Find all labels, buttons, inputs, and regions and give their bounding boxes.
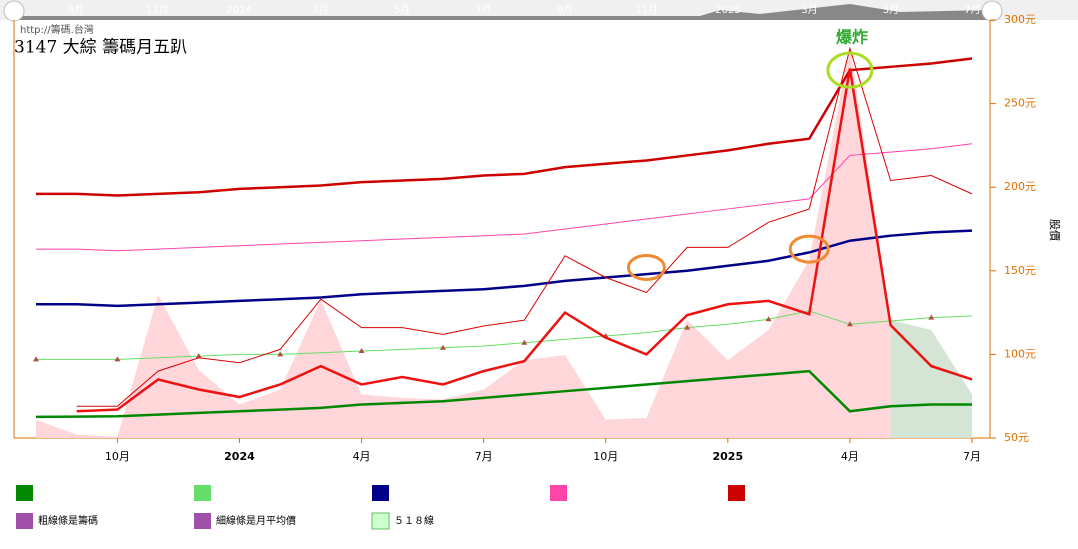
marker bbox=[765, 316, 772, 322]
legend-label: 粗線條是籌碼 bbox=[38, 514, 98, 527]
legend-label: 細線條是月平均價 bbox=[216, 514, 296, 527]
marker bbox=[439, 344, 446, 350]
navigator-label: 11月 bbox=[635, 4, 658, 16]
line bbox=[76, 68, 973, 413]
line bbox=[36, 310, 973, 360]
x-tick-label: 7月 bbox=[963, 450, 981, 463]
legend-swatch bbox=[16, 485, 33, 501]
legend-label: ５１８線 bbox=[394, 514, 434, 527]
x-tick-label: 2024 bbox=[224, 450, 255, 463]
marker bbox=[358, 348, 365, 354]
legend-swatch bbox=[194, 485, 211, 501]
navigator-label: 11月 bbox=[146, 4, 169, 16]
navigator-label: 2024 bbox=[226, 5, 251, 16]
marker bbox=[114, 356, 121, 362]
line bbox=[36, 143, 973, 252]
highlight bbox=[626, 253, 666, 281]
y-tick-label: 100元 bbox=[1004, 347, 1036, 360]
navigator-label: 7月 bbox=[964, 4, 980, 16]
legend-swatch bbox=[372, 485, 389, 501]
marker bbox=[684, 324, 691, 330]
y-tick-label: 150元 bbox=[1004, 264, 1036, 277]
navigator-label: 3月 bbox=[312, 4, 328, 16]
chart-title: 3147 大綜 籌碼月五趴 bbox=[14, 38, 187, 58]
area bbox=[890, 319, 972, 438]
navigator-label: 2025 bbox=[715, 5, 740, 16]
navigator-handle[interactable] bbox=[981, 0, 1003, 22]
x-tick-label: 4月 bbox=[353, 450, 371, 463]
y-tick-label: 300元 bbox=[1004, 13, 1036, 26]
navigator-shape bbox=[14, 4, 990, 20]
legend-swatch bbox=[371, 512, 390, 530]
marker bbox=[521, 339, 528, 345]
line bbox=[76, 46, 973, 407]
navigator-label: 7月 bbox=[475, 4, 491, 16]
marker bbox=[33, 356, 39, 362]
x-tick-label: 10月 bbox=[105, 450, 130, 463]
navigator-label: 5月 bbox=[883, 4, 899, 16]
x-tick-label: 7月 bbox=[475, 450, 493, 463]
navigator-label: 9月 bbox=[557, 4, 573, 16]
x-tick-label: 4月 bbox=[841, 450, 859, 463]
highlight bbox=[826, 51, 874, 89]
highlight bbox=[788, 234, 830, 264]
x-tick-label: 10月 bbox=[593, 450, 618, 463]
y-tick-label: 50元 bbox=[1004, 431, 1029, 444]
source: http://籌碼.台灣 bbox=[20, 23, 94, 36]
marker bbox=[846, 321, 853, 327]
navigator-label: 5月 bbox=[394, 4, 410, 16]
line bbox=[36, 229, 973, 308]
annotation: 爆炸 bbox=[836, 28, 868, 47]
navigator-label: 3月 bbox=[801, 4, 817, 16]
y-tick-label: 200元 bbox=[1004, 180, 1036, 193]
legend-swatch bbox=[16, 513, 33, 529]
x-tick-label: 2025 bbox=[713, 450, 744, 463]
y-tick-label: 250元 bbox=[1004, 97, 1036, 110]
navigator-label: 9月 bbox=[68, 4, 84, 16]
y-axis-label: 股價 bbox=[1048, 219, 1062, 241]
line bbox=[35, 369, 972, 419]
legend-swatch bbox=[194, 513, 211, 529]
legend-swatch bbox=[728, 485, 745, 501]
line bbox=[36, 57, 973, 197]
legend-swatch bbox=[550, 485, 567, 501]
marker bbox=[277, 351, 284, 357]
navigator-handle[interactable] bbox=[3, 0, 25, 22]
marker bbox=[928, 314, 935, 320]
marker bbox=[195, 353, 202, 359]
area bbox=[36, 45, 891, 438]
